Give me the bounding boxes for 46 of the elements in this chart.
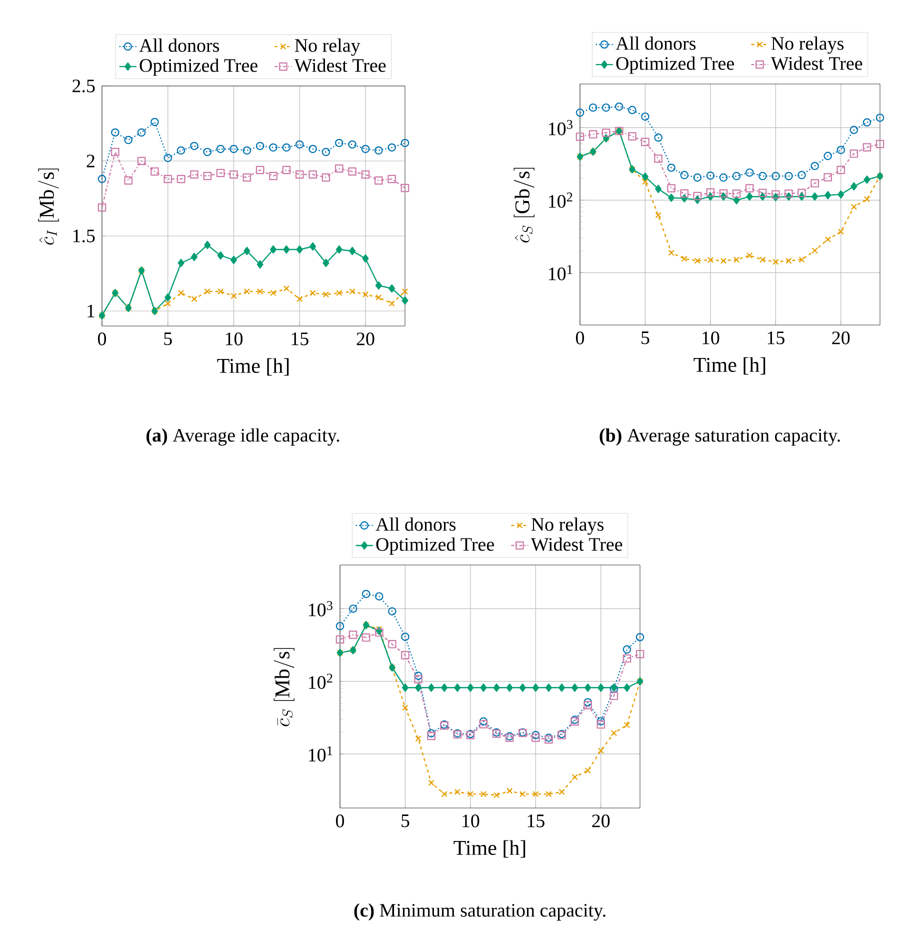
x-tick-label: 0	[576, 332, 584, 344]
legend-label: Widest Tree	[530, 537, 622, 551]
legend-label: All donors	[139, 38, 220, 52]
y-tick-label: 10$^{1}$	[308, 746, 332, 762]
legend-label: All donors	[376, 517, 456, 531]
y-tick-label: 1	[88, 304, 94, 318]
x-tick-label: 5	[164, 332, 172, 346]
y-axis-title: $\hat{c}_S\ [\mathrm{Gb/s}]$	[514, 168, 534, 243]
y-tick-label: 10$^{2}$	[548, 192, 572, 208]
text: (c) Minimum saturation capacity.	[354, 903, 606, 921]
y-axis-title: $\bar{c}_S\ [\mathrm{Mb/s}]$	[274, 648, 294, 726]
x-axis-title: Time [h]	[694, 357, 766, 375]
x-tick-label: 5	[642, 332, 650, 344]
y-tick-label: 1.5	[73, 230, 95, 242]
x-tick-label: 20	[832, 332, 850, 344]
y-tick-label: 10$^{2}$	[308, 674, 332, 689]
x-tick-label: 15	[768, 332, 784, 344]
legend-label: No relay	[294, 38, 360, 56]
legend-label: Widest Tree	[770, 56, 862, 70]
x-tick-label: 0	[336, 814, 344, 828]
y-tick-label: 10$^{3}$	[308, 601, 332, 616]
text: (a) Average idle capacity.	[146, 428, 340, 446]
x-tick-label: 10	[462, 814, 480, 828]
x-tick-label: 15	[528, 814, 544, 828]
legend-label: No relays	[531, 517, 604, 535]
x-tick-label: 5	[402, 814, 410, 828]
x-axis-title: Time [h]	[217, 358, 289, 376]
x-tick-label: 15	[292, 332, 308, 346]
legend-label: Optimized Tree	[376, 537, 494, 555]
x-tick-label: 0	[98, 332, 106, 346]
legend-label: No relays	[771, 36, 844, 54]
legend-label: Widest Tree	[294, 58, 386, 72]
text: (b) Average saturation capacity.	[600, 428, 840, 446]
x-tick-label: 10	[702, 332, 720, 344]
y-tick-label: 2	[86, 154, 94, 168]
x-tick-label: 10	[226, 332, 243, 346]
y-tick-label: 10$^{3}$	[548, 120, 572, 136]
legend-label: Optimized Tree	[616, 56, 734, 74]
y-tick-label: 2.5	[72, 80, 95, 92]
legend-label: Optimized Tree	[140, 58, 258, 76]
y-axis-title: $\hat{c}_I\ [\mathrm{Mb/s}]$	[38, 168, 59, 245]
x-tick-label: 20	[592, 814, 610, 828]
x-axis-title: Time [h]	[454, 840, 526, 858]
x-tick-label: 20	[356, 332, 374, 346]
legend-label: All donors	[616, 36, 696, 50]
y-tick-label: 10$^{1}$	[548, 265, 572, 280]
